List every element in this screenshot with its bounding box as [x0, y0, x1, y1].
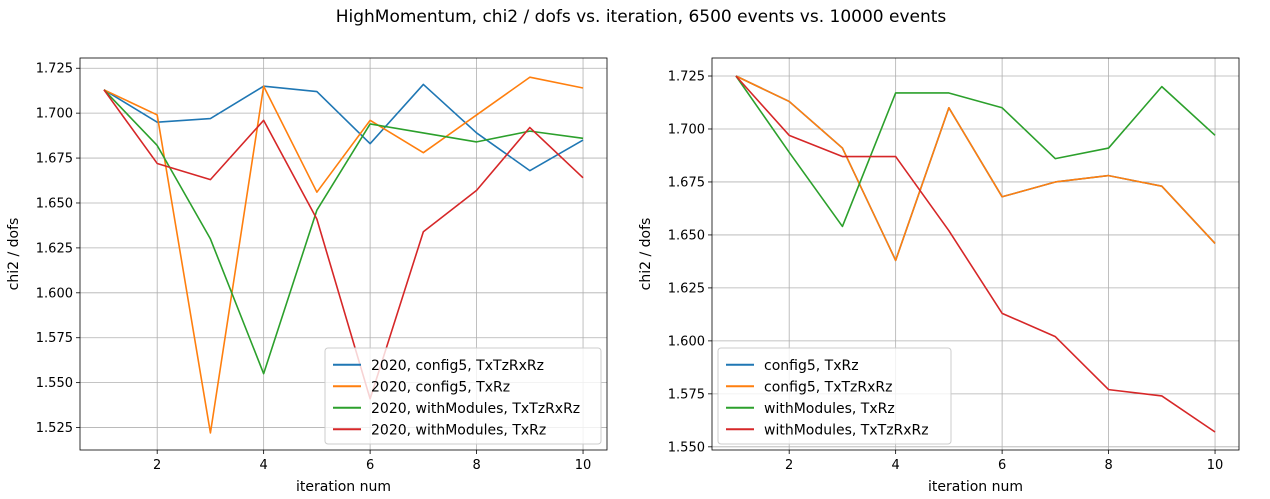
legend-label-3: withModules, TxRz — [764, 401, 895, 417]
legend: config5, TxRz config5, TxTzRxRz withModule… — [717, 347, 952, 445]
y-axis-label: chi2 / dofs — [638, 218, 654, 291]
y-tick-label: 1.600 — [668, 334, 705, 349]
y-tick-label: 1.675 — [36, 152, 73, 167]
x-tick-label: 10 — [575, 458, 592, 473]
series-line-2 — [735, 75, 1216, 262]
x-axis-label: iteration num — [928, 479, 1023, 495]
left-chart: 2 4 6 8 10 1.525 1.550 1.575 1.600 1.625 1.650 1.67… — [6, 57, 608, 495]
series-line-3 — [103, 89, 584, 375]
series-line-1 — [735, 75, 1216, 262]
legend: 2020, config5, TxTzRxRz 2020, config5, Tx… — [324, 347, 602, 445]
y-tick-label: 1.725 — [36, 62, 73, 77]
legend-box — [717, 347, 952, 445]
x-tick-label: 6 — [998, 458, 1006, 473]
y-tick-label: 1.625 — [668, 281, 705, 296]
legend-box — [324, 347, 602, 445]
y-tick-label: 1.700 — [668, 122, 705, 137]
x-axis-label: iteration num — [296, 479, 391, 495]
right-chart: 2 4 6 8 10 1.550 1.575 1.600 1.625 1.650 1.675 1.70… — [638, 57, 1240, 495]
x-tick-label: 2 — [153, 458, 161, 473]
plot-frame — [79, 57, 608, 451]
series-line-2 — [103, 76, 584, 434]
y-tick-label: 1.675 — [668, 175, 705, 190]
y-tick-label: 1.650 — [668, 228, 705, 243]
series-line-4 — [103, 89, 584, 400]
y-tick-label: 1.650 — [36, 196, 73, 211]
y-tick-label: 1.625 — [36, 241, 73, 256]
x-tick-label: 8 — [1104, 458, 1112, 473]
plot-frame — [711, 57, 1240, 451]
x-tick-label: 4 — [260, 458, 268, 473]
y-tick-label: 1.550 — [36, 376, 73, 391]
x-tick-label: 8 — [472, 458, 480, 473]
legend-label-4: withModules, TxTzRxRz — [764, 422, 929, 438]
figure-title: HighMomentum, chi2 / dofs vs. iteration,… — [336, 7, 947, 27]
y-tick-label: 1.550 — [668, 440, 705, 455]
y-tick-label: 1.600 — [36, 286, 73, 301]
legend-label-3: 2020, withModules, TxTzRxRz — [371, 401, 580, 417]
series-line-1 — [103, 83, 584, 172]
legend-label-1: 2020, config5, TxTzRxRz — [371, 358, 544, 374]
legend-label-4: 2020, withModules, TxRz — [371, 422, 546, 438]
series-line-4 — [735, 75, 1216, 433]
legend-label-1: config5, TxRz — [764, 358, 859, 374]
legend-label-2: config5, TxTzRxRz — [764, 379, 892, 395]
y-tick-label: 1.725 — [668, 70, 705, 85]
x-tick-label: 10 — [1207, 458, 1224, 473]
x-tick-label: 2 — [785, 458, 793, 473]
y-tick-label: 1.575 — [668, 387, 705, 402]
y-tick-label: 1.700 — [36, 107, 73, 122]
legend-label-2: 2020, config5, TxRz — [371, 379, 510, 395]
y-tick-label: 1.575 — [36, 331, 73, 346]
x-tick-label: 4 — [892, 458, 900, 473]
series-line-3 — [735, 75, 1216, 228]
y-axis-label: chi2 / dofs — [6, 218, 22, 291]
y-tick-label: 1.525 — [36, 421, 73, 436]
x-tick-label: 6 — [366, 458, 374, 473]
